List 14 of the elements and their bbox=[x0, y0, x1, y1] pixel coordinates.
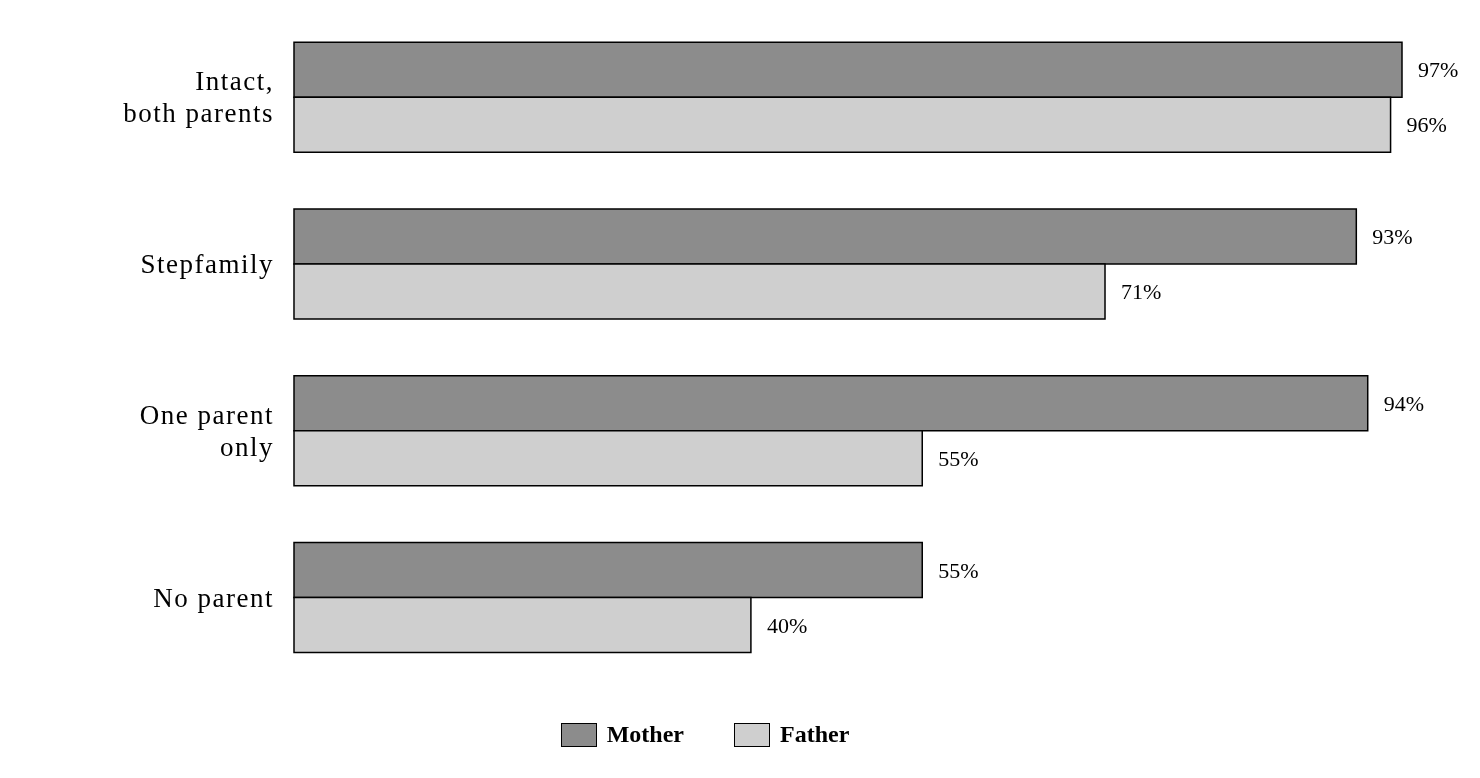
legend-label: Father bbox=[779, 721, 850, 748]
data-label: 55% bbox=[938, 445, 979, 471]
data-label: 96% bbox=[1406, 112, 1447, 138]
data-label: 40% bbox=[766, 612, 808, 638]
data-label: 93% bbox=[1372, 224, 1413, 250]
y-tick-label: Intact, both parents bbox=[123, 66, 274, 129]
data-label: 55% bbox=[938, 557, 979, 583]
y-tick-label: One parent only bbox=[139, 399, 274, 462]
data-label: 94% bbox=[1383, 390, 1425, 416]
y-tick-label: Stepfamily bbox=[140, 249, 274, 280]
y-tick-label: No parent bbox=[153, 582, 274, 613]
data-label: 71% bbox=[1121, 279, 1162, 305]
data-label: 97% bbox=[1418, 57, 1459, 83]
legend-label: Mother bbox=[606, 721, 684, 748]
